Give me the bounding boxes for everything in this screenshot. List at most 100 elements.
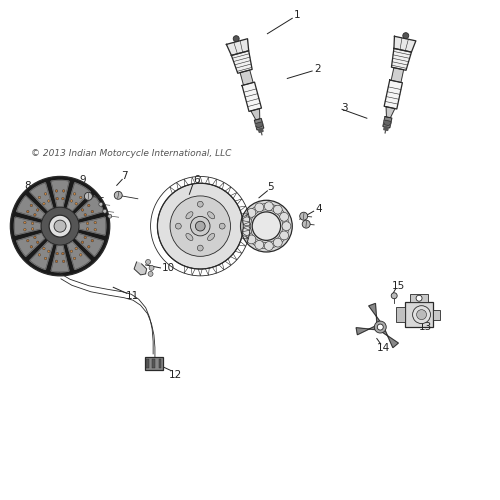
Circle shape xyxy=(62,198,64,200)
Circle shape xyxy=(176,223,182,229)
Circle shape xyxy=(41,207,79,245)
Circle shape xyxy=(240,200,292,252)
Polygon shape xyxy=(258,128,263,132)
Circle shape xyxy=(24,222,26,224)
Circle shape xyxy=(74,257,76,260)
Circle shape xyxy=(26,210,29,213)
Circle shape xyxy=(94,222,96,224)
Circle shape xyxy=(403,32,409,38)
Circle shape xyxy=(196,222,205,231)
Ellipse shape xyxy=(186,212,193,219)
Polygon shape xyxy=(240,70,253,85)
Text: 15: 15 xyxy=(392,281,405,291)
Circle shape xyxy=(247,208,256,218)
Circle shape xyxy=(412,306,430,324)
Circle shape xyxy=(84,192,92,200)
Text: 10: 10 xyxy=(162,263,174,273)
Circle shape xyxy=(62,190,65,192)
Text: 5: 5 xyxy=(268,182,274,192)
Polygon shape xyxy=(16,196,44,219)
Circle shape xyxy=(99,202,103,206)
Polygon shape xyxy=(384,120,391,126)
Circle shape xyxy=(42,202,45,205)
Circle shape xyxy=(264,242,273,250)
Polygon shape xyxy=(30,183,52,210)
Circle shape xyxy=(32,228,34,230)
Circle shape xyxy=(56,190,58,192)
Circle shape xyxy=(34,214,36,216)
Polygon shape xyxy=(254,118,264,130)
Circle shape xyxy=(56,260,58,262)
Circle shape xyxy=(70,200,72,202)
Circle shape xyxy=(198,202,203,207)
Circle shape xyxy=(84,214,86,216)
Circle shape xyxy=(80,196,82,198)
Text: 3: 3 xyxy=(341,104,348,114)
Polygon shape xyxy=(68,242,90,270)
Text: 6: 6 xyxy=(193,176,200,186)
Circle shape xyxy=(30,204,32,206)
Circle shape xyxy=(114,192,122,200)
Circle shape xyxy=(280,212,288,221)
Circle shape xyxy=(84,236,86,238)
Circle shape xyxy=(26,240,29,242)
Circle shape xyxy=(48,250,50,252)
Bar xyxy=(432,310,440,320)
Circle shape xyxy=(56,252,58,255)
Text: 14: 14 xyxy=(376,344,390,353)
Circle shape xyxy=(198,245,203,251)
Circle shape xyxy=(242,226,252,235)
Circle shape xyxy=(75,202,78,205)
Circle shape xyxy=(94,228,96,231)
Circle shape xyxy=(36,241,39,244)
Text: 1: 1 xyxy=(294,10,300,20)
Polygon shape xyxy=(80,217,106,235)
Polygon shape xyxy=(256,122,262,128)
Circle shape xyxy=(242,217,252,226)
Polygon shape xyxy=(392,48,411,70)
Polygon shape xyxy=(30,242,52,270)
Bar xyxy=(406,302,432,327)
Circle shape xyxy=(233,36,239,42)
Text: 13: 13 xyxy=(418,322,432,332)
Circle shape xyxy=(158,184,243,269)
Bar xyxy=(410,294,428,302)
Ellipse shape xyxy=(208,212,214,219)
Ellipse shape xyxy=(208,234,214,240)
Circle shape xyxy=(148,272,153,276)
Polygon shape xyxy=(391,68,404,82)
Polygon shape xyxy=(382,330,398,347)
Circle shape xyxy=(416,310,426,320)
Circle shape xyxy=(24,228,26,231)
Text: 12: 12 xyxy=(169,370,182,380)
Circle shape xyxy=(247,235,256,244)
Text: © 2013 Indian Motorcycle International, LLC: © 2013 Indian Motorcycle International, … xyxy=(31,148,232,158)
Circle shape xyxy=(86,222,89,224)
Polygon shape xyxy=(134,262,146,275)
Bar xyxy=(152,359,155,368)
Circle shape xyxy=(300,212,308,220)
Circle shape xyxy=(88,204,90,206)
Bar xyxy=(146,359,148,368)
Polygon shape xyxy=(68,183,90,210)
Polygon shape xyxy=(76,234,104,256)
Circle shape xyxy=(75,248,78,250)
Circle shape xyxy=(62,252,64,255)
Circle shape xyxy=(34,236,36,238)
Circle shape xyxy=(48,200,50,202)
Polygon shape xyxy=(356,326,376,334)
Bar xyxy=(396,307,406,322)
Circle shape xyxy=(36,208,39,211)
Polygon shape xyxy=(394,36,416,52)
Polygon shape xyxy=(16,234,44,256)
Circle shape xyxy=(274,205,282,214)
Circle shape xyxy=(255,240,264,250)
Circle shape xyxy=(88,246,90,248)
Polygon shape xyxy=(51,180,69,206)
Circle shape xyxy=(416,295,422,301)
Polygon shape xyxy=(384,80,402,109)
Circle shape xyxy=(282,222,291,230)
Circle shape xyxy=(108,214,112,218)
Circle shape xyxy=(378,324,384,330)
Circle shape xyxy=(56,198,58,200)
